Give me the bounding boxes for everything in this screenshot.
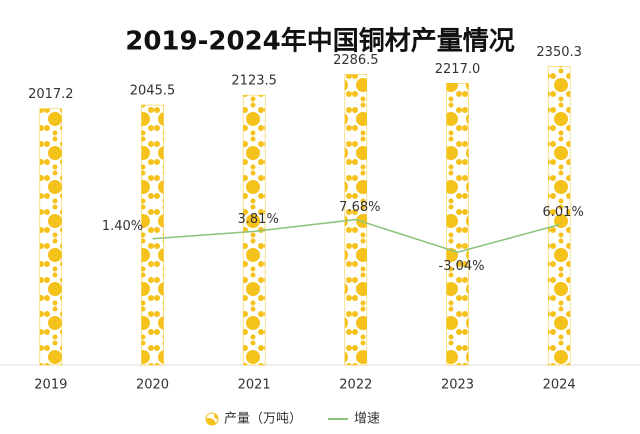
x-tick-label: 2021 [238, 378, 271, 393]
bar-value-label: 2286.5 [333, 53, 379, 68]
x-tick-label: 2019 [34, 378, 67, 393]
bar [446, 83, 469, 366]
bar-value-label: 2123.5 [231, 74, 277, 89]
bar-value-label: 2217.0 [435, 62, 481, 77]
line-value-label: 3.81% [238, 212, 279, 227]
x-tick-label: 2024 [543, 378, 576, 393]
chart-title: 2019-2024年中国铜材产量情况 [125, 26, 515, 57]
bar-value-label: 2017.2 [28, 87, 74, 102]
x-tick-label: 2023 [441, 378, 474, 393]
line-value-label: 7.68% [339, 200, 380, 215]
line-value-label: -3.04% [439, 259, 485, 274]
bar-value-label: 2350.3 [536, 45, 582, 60]
line-value-label: 1.40% [102, 219, 143, 234]
bar [547, 66, 571, 366]
line-value-label: 6.01% [543, 205, 584, 220]
x-tick-label: 2022 [339, 378, 372, 393]
legend-label: 产量（万吨） [224, 412, 302, 427]
line-series [152, 218, 560, 254]
bar-value-label: 2045.5 [130, 84, 176, 99]
legend-label: 增速 [354, 412, 380, 427]
bar [141, 104, 164, 366]
legend-swatch [205, 412, 219, 426]
bar [39, 108, 63, 366]
x-tick-label: 2020 [136, 378, 169, 393]
